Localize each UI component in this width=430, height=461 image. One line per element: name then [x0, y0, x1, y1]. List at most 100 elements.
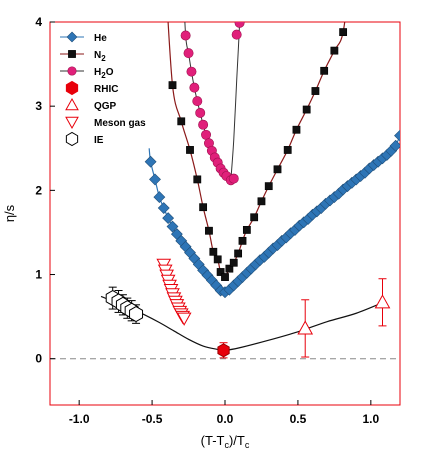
y-tick-label: 2 [35, 183, 42, 197]
n2-point [221, 273, 229, 281]
h2o-point [228, 173, 239, 184]
legend-marker-n2 [68, 50, 76, 58]
n2-point [213, 255, 222, 264]
n2-point [273, 165, 282, 174]
legend-text: QGP [94, 101, 117, 112]
n2-point [264, 182, 273, 191]
legend-label-ie: IE [94, 135, 104, 146]
legend-text: H [94, 67, 101, 78]
he-point [149, 173, 161, 186]
legend-marker-qgp [65, 97, 79, 111]
axis-ticks: -1.0 -0.5 0.0 0.5 1.0 0 1 2 3 4 [35, 15, 379, 426]
rhic-point [217, 343, 230, 358]
theory-curve [100, 295, 386, 351]
legend-marker-ie [65, 131, 79, 147]
legend-label-h2o: H2O [94, 67, 114, 80]
he-point [153, 191, 166, 204]
y-axis-title: η/s [2, 204, 17, 222]
x-axis-title: (T-Tc)/Tc [201, 433, 250, 450]
axis-titles: η/s (T-Tc)/Tc [2, 204, 250, 450]
n2-point [238, 236, 247, 245]
n2-point [225, 264, 234, 273]
h2o-point [201, 129, 212, 140]
title-text: )/T [229, 433, 245, 448]
he-point [144, 155, 157, 168]
he-point [394, 129, 400, 142]
n2-point [193, 175, 202, 184]
subscript-text: c [245, 440, 250, 450]
legend-marker-meson-gas [65, 116, 79, 130]
legend-text: Meson gas [94, 118, 146, 129]
n2-point [311, 87, 320, 95]
h2o-point [186, 66, 197, 77]
qgp-point [374, 294, 391, 309]
n2-point [205, 226, 213, 235]
h2o-point [234, 22, 245, 28]
n2-point [257, 197, 266, 206]
legend-label-rhic: RHIC [94, 84, 118, 95]
legend-subscript: 2 [101, 71, 106, 80]
n2-point [330, 46, 339, 55]
n2-point [209, 247, 218, 256]
title-text: (T-T [201, 433, 225, 448]
n2-line [167, 22, 346, 278]
legend-text: IE [94, 135, 104, 146]
n2-point [320, 66, 329, 75]
ie-point [129, 306, 144, 323]
he-point [389, 139, 400, 152]
legend-marker-rhic [65, 80, 79, 96]
meson-gas-point [176, 312, 192, 326]
n2-point [229, 258, 238, 267]
legend-text: RHIC [94, 84, 118, 95]
legend-label-n2: N2 [94, 50, 106, 63]
h2o-line-right [230, 22, 241, 181]
n2-point [302, 105, 311, 114]
legend-marker-h2o [67, 66, 77, 76]
n2-point [168, 81, 177, 90]
n2-point [283, 146, 292, 154]
h2o-point [198, 119, 209, 130]
y-tick-label: 0 [35, 352, 42, 366]
he-point [162, 212, 175, 225]
h2o-point [180, 30, 191, 41]
h2o-point [195, 107, 206, 118]
n2-point [177, 117, 186, 126]
n2-point [339, 28, 348, 37]
legend-label-qgp: QGP [94, 101, 117, 112]
legend-label-he: He [94, 33, 107, 44]
legend-text: O [106, 67, 114, 78]
he-point [166, 220, 179, 233]
title-text: η/s [2, 204, 17, 222]
legend-text: N [94, 50, 101, 61]
x-tick-label: 1.0 [362, 412, 379, 426]
n2-point [250, 213, 259, 222]
legend-subscript: 2 [101, 54, 106, 63]
legend-text: He [94, 33, 107, 44]
n2-point [234, 249, 243, 258]
x-tick-label: 0.0 [217, 412, 234, 426]
legend-label-meson-gas: Meson gas [94, 118, 146, 129]
he-line [148, 135, 400, 293]
x-tick-label: 0.5 [290, 412, 307, 426]
h2o-point [183, 48, 194, 59]
subscript-text: c [224, 440, 229, 450]
y-tick-label: 4 [35, 15, 42, 29]
x-tick-label: -0.5 [142, 412, 163, 426]
n2-point [216, 268, 225, 276]
legend-marker-he [66, 31, 78, 43]
data-markers [105, 22, 400, 358]
h2o-point [192, 96, 203, 107]
n2-point [242, 226, 251, 234]
y-tick-label: 3 [35, 99, 42, 113]
n2-point [292, 125, 301, 134]
qgp-point [297, 320, 314, 335]
x-tick-label: -1.0 [69, 412, 90, 426]
he-point [157, 202, 170, 214]
n2-point [199, 203, 208, 212]
h2o-point [231, 29, 242, 40]
h2o-point [189, 82, 200, 93]
n2-point [186, 146, 194, 154]
y-tick-label: 1 [35, 268, 42, 282]
